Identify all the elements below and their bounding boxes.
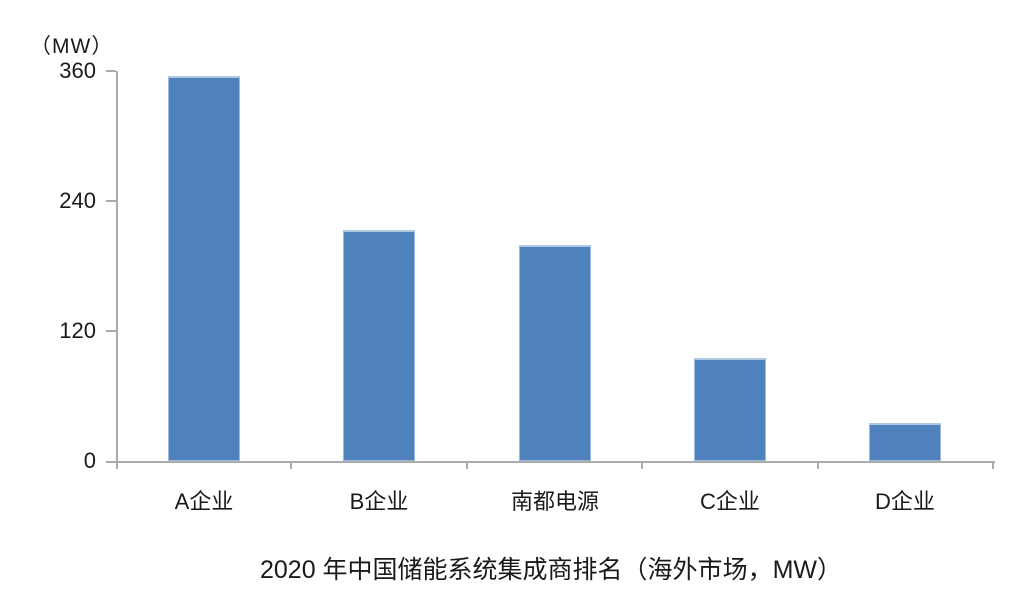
y-tick-label: 360 [59,58,96,83]
x-category-label: B企业 [349,489,409,514]
y-tick-mark [106,200,116,202]
y-tick-label: 240 [59,188,96,213]
x-tick-mark [816,461,819,469]
y-tick-mark [106,330,116,332]
bar-南都电源 [519,245,591,461]
bar-C企业 [694,358,766,461]
x-tick-mark [465,461,468,469]
y-axis-line [116,71,118,469]
x-category-label: D企业 [875,489,935,514]
y-tick-label: 120 [59,318,96,343]
x-axis-line [106,461,995,463]
chart-title: 2020 年中国储能系统集成商排名（海外市场，MW） [260,556,842,584]
x-tick-mark [992,461,994,469]
x-category-label: C企业 [700,489,760,514]
y-axis-unit-label: （MW） [30,35,114,58]
bar-B企业 [343,230,415,461]
bar-A企业 [168,76,240,461]
y-tick-label: 0 [83,448,96,473]
x-category-label: A企业 [174,489,234,514]
x-tick-mark [290,461,293,469]
bar-D企业 [869,423,941,461]
y-tick-mark [106,70,116,72]
x-tick-mark [641,461,644,469]
x-category-label: 南都电源 [510,489,599,514]
